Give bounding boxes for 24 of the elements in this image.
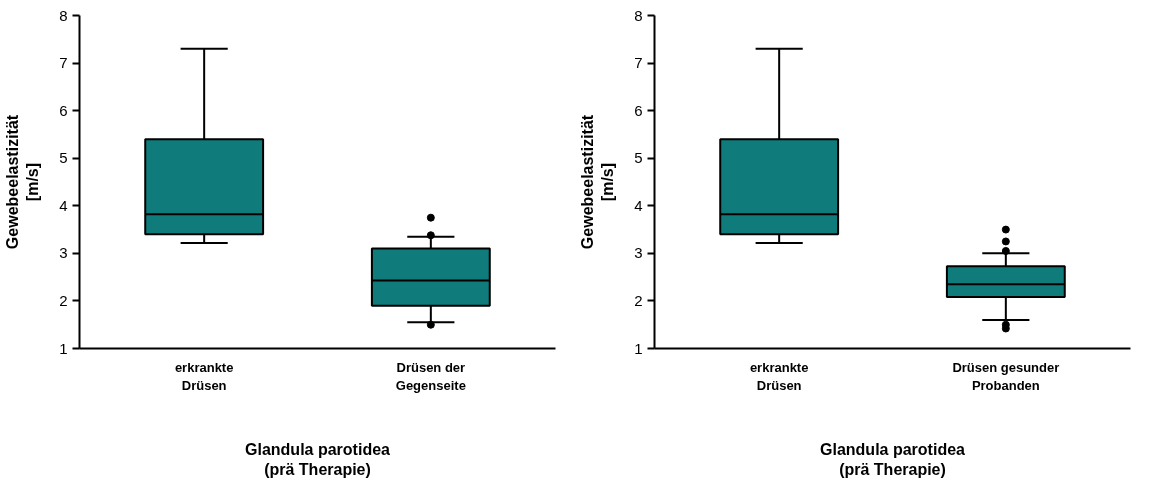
- y-axis-title: Gewebeelastizität [m/s]: [578, 114, 617, 250]
- y-tick-label: 4: [59, 196, 68, 214]
- y-tick-label: 3: [634, 244, 643, 262]
- y-tick-label: 6: [634, 101, 643, 119]
- y-tick-label: 2: [634, 291, 643, 309]
- y-tick-label: 3: [59, 244, 68, 262]
- x-tick-label: Drüsen der Gegenseite: [395, 359, 466, 393]
- y-tick-label: 4: [634, 196, 643, 214]
- y-tick-label: 8: [59, 6, 68, 24]
- y-tick-label: 7: [59, 54, 68, 72]
- x-tick-label: erkrankte Drüsen: [174, 359, 234, 393]
- y-tick-label: 6: [59, 101, 68, 119]
- y-tick-label: 5: [634, 149, 643, 167]
- x-tick-label: Drüsen gesunder Probanden: [952, 359, 1060, 393]
- y-tick-label: 5: [59, 149, 68, 167]
- x-axis-title: Glandula parotidea (prä Therapie): [245, 440, 391, 478]
- y-tick-label: 2: [59, 291, 68, 309]
- x-axis-title: Glandula parotidea (prä Therapie): [820, 440, 966, 478]
- y-tick-label: 1: [59, 339, 68, 357]
- y-tick-label: 1: [634, 339, 643, 357]
- y-tick-label: 8: [634, 6, 643, 24]
- y-tick-label: 7: [634, 54, 643, 72]
- x-tick-label: erkrankte Drüsen: [749, 359, 809, 393]
- y-axis-title: Gewebeelastizität [m/s]: [3, 114, 42, 250]
